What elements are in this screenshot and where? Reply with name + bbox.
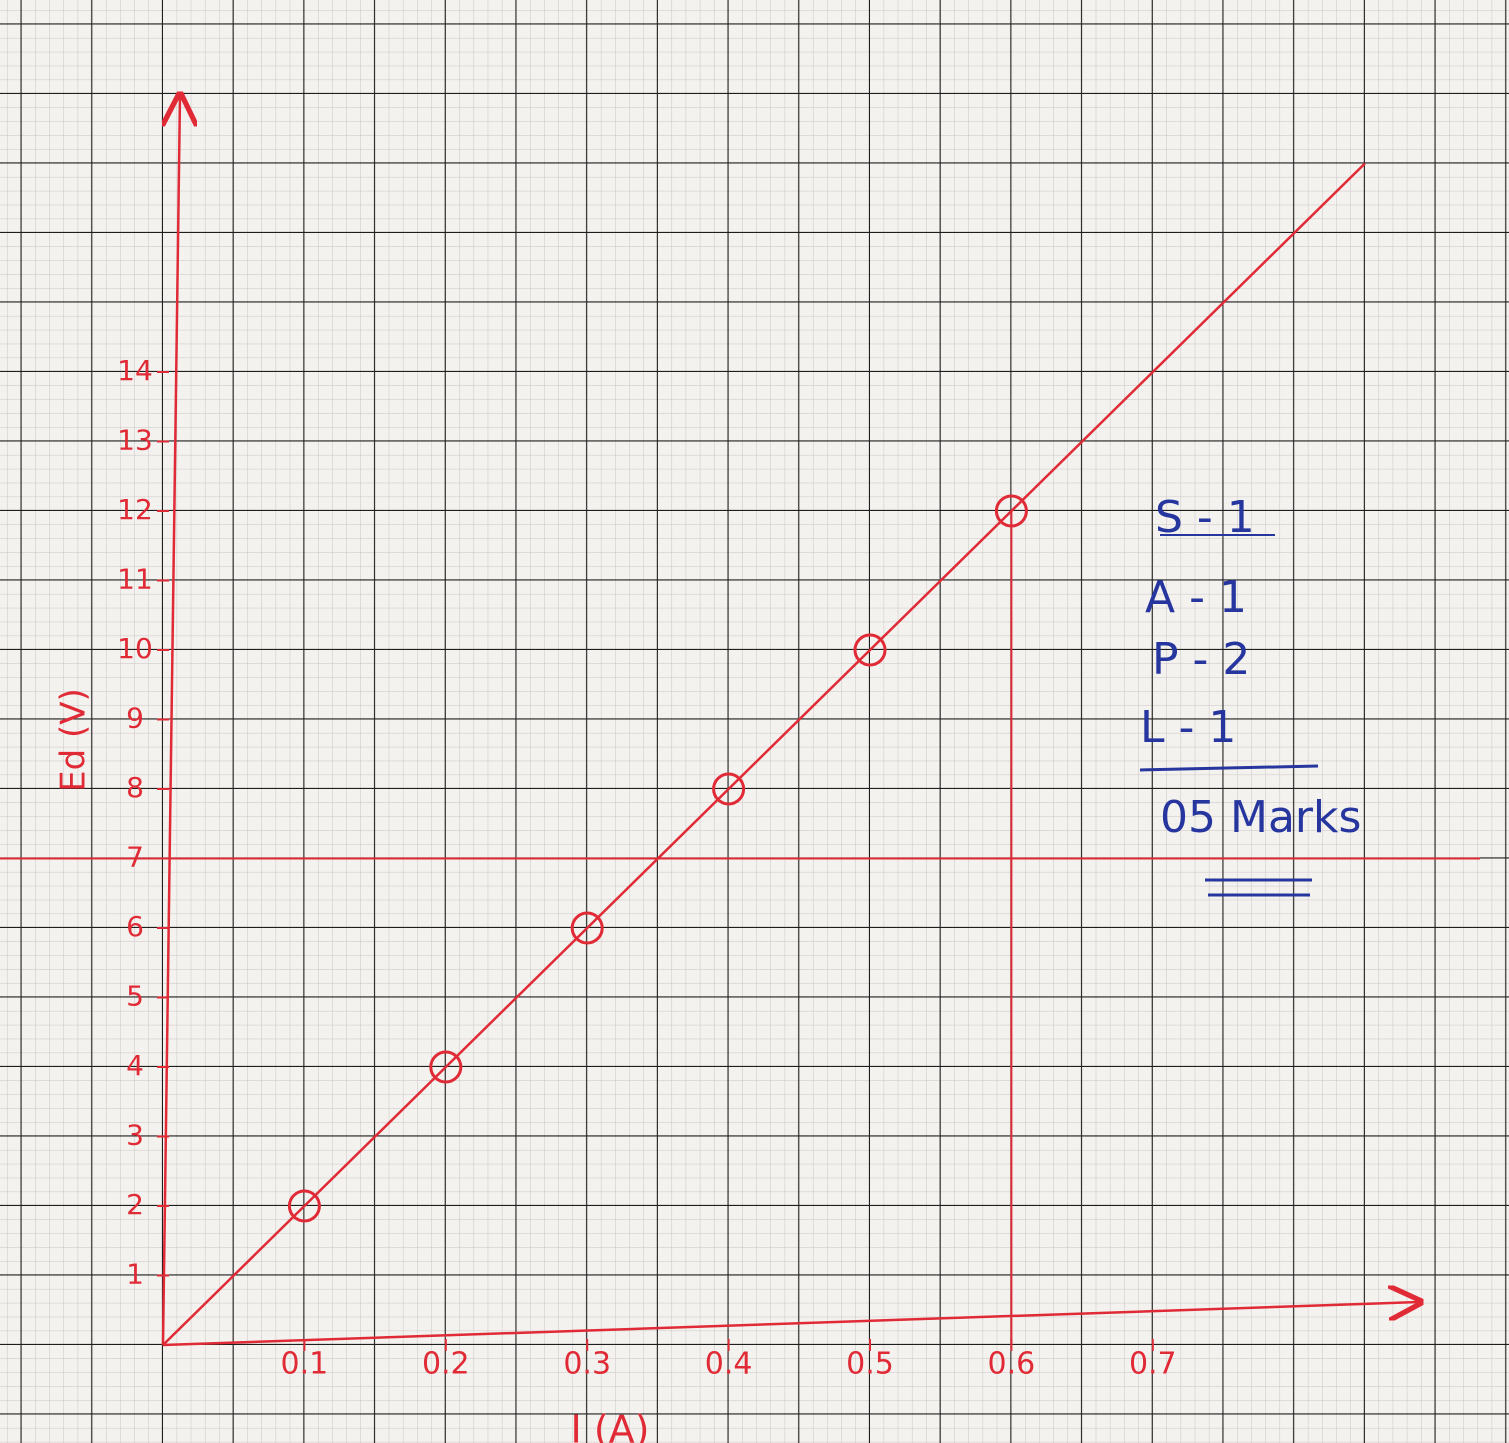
sum-line (1139, 764, 1319, 772)
y-tick-label: 8 (126, 771, 144, 804)
annotation: P - 2 (1152, 634, 1250, 685)
y-tick-label: 4 (126, 1049, 144, 1082)
x-tick-label: 0.3 (563, 1347, 611, 1382)
y-tick-label: 10 (117, 632, 153, 665)
data-point (712, 772, 746, 806)
x-tick-label: 0.4 (705, 1347, 753, 1382)
x-tick-label: 0.6 (988, 1347, 1036, 1382)
data-point (287, 1189, 321, 1223)
y-tick-label: 6 (126, 910, 144, 943)
y-tick-label: 12 (117, 493, 153, 526)
annotation: 05 Marks (1160, 792, 1361, 843)
y-tick-label: 5 (126, 980, 144, 1013)
data-point (853, 633, 887, 667)
y-tick-label: 7 (126, 841, 144, 874)
x-tick-label: 0.7 (1129, 1347, 1177, 1382)
x-tick-label: 0.1 (281, 1347, 329, 1382)
y-tick-label: 1 (126, 1258, 144, 1291)
y-tick-label: 9 (126, 702, 144, 735)
annotation: S - 1 (1155, 492, 1255, 543)
x-axis-label: I (A) (571, 1408, 650, 1443)
fit-line (162, 162, 1366, 1346)
annotation: L - 1 (1140, 702, 1236, 753)
y-tick-label: 2 (126, 1188, 144, 1221)
y-tick-label: 13 (117, 424, 153, 457)
y-tick-label: 3 (126, 1119, 144, 1152)
annotation: A - 1 (1145, 572, 1247, 623)
y-tick-label: 14 (117, 354, 153, 387)
data-point (570, 911, 604, 945)
x-axis (162, 1302, 1420, 1347)
x-tick-label: 0.5 (846, 1347, 894, 1382)
y-axis-label: Ed (V) (54, 688, 94, 792)
data-point (429, 1050, 463, 1084)
data-point (994, 494, 1028, 528)
x-tick-label: 0.2 (422, 1347, 470, 1382)
y-tick-label: 11 (117, 563, 153, 596)
